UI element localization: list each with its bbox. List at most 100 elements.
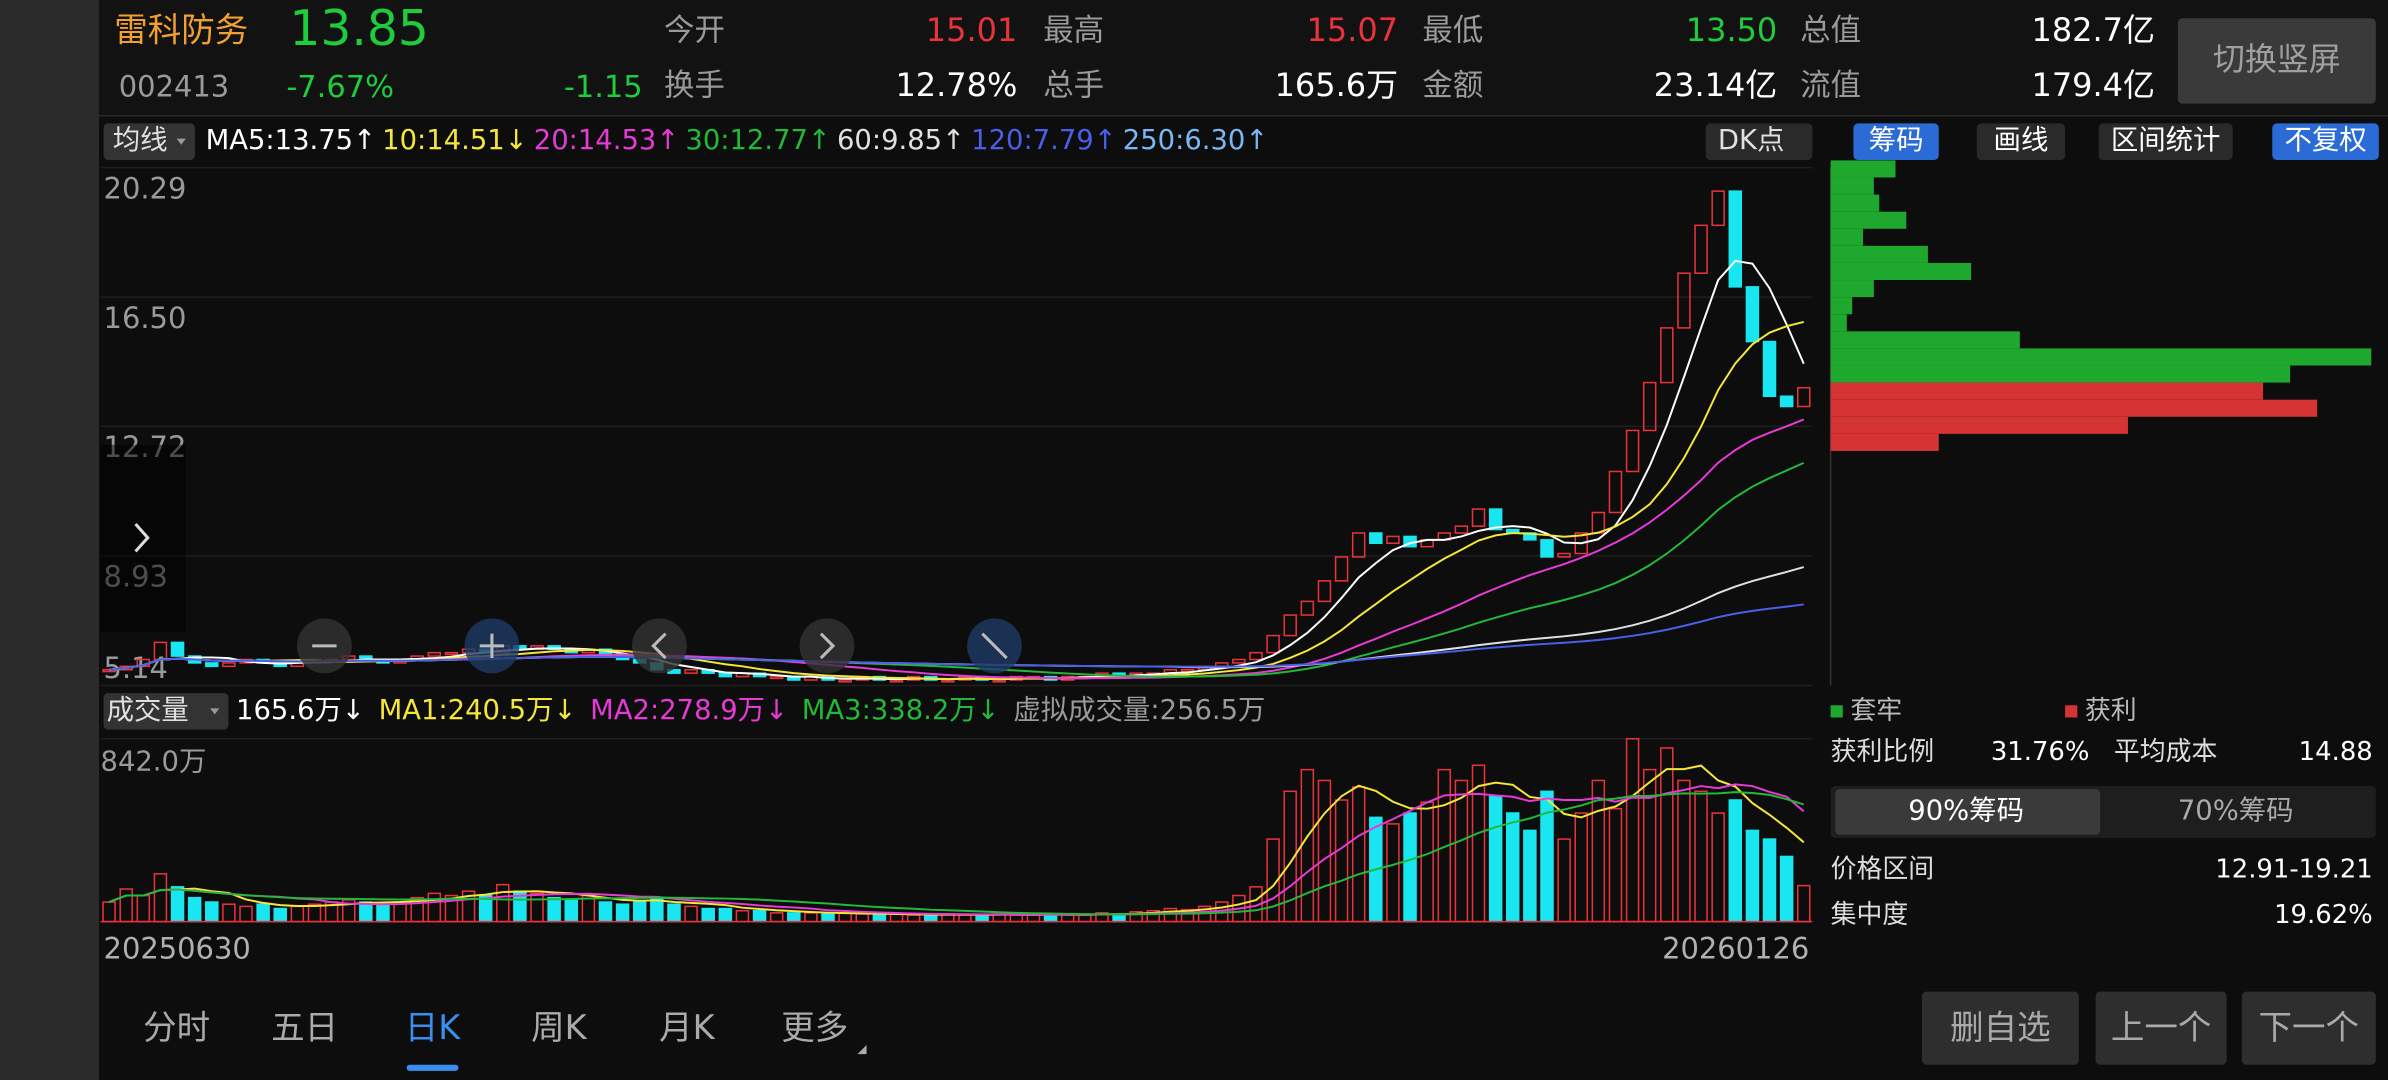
chip-bar xyxy=(1830,297,1853,315)
volume-indicator: 165.6万↓ xyxy=(236,695,365,726)
chip-row-label: 价格区间 xyxy=(1831,854,1935,884)
ma-selector-label[interactable]: 均线 xyxy=(113,125,168,156)
stat-label: 最高 xyxy=(1043,13,1104,48)
volume-bar xyxy=(564,899,579,923)
stat-label: 总手 xyxy=(1043,68,1104,103)
chip-bar xyxy=(1830,314,1847,332)
ma-value: 60:9.85↑ xyxy=(837,125,965,156)
candle xyxy=(1608,470,1623,514)
change: -1.15 xyxy=(564,70,643,105)
chip-bar xyxy=(1830,399,2318,417)
chip-bar xyxy=(1830,177,1874,195)
volume-bar xyxy=(1523,829,1537,923)
candle xyxy=(1351,532,1366,558)
panel-tab-label[interactable]: 画线 xyxy=(1994,125,2049,156)
candle xyxy=(1369,532,1383,545)
candle xyxy=(1334,556,1349,582)
action-button[interactable] xyxy=(2095,991,2227,1065)
chip-bar xyxy=(1830,365,2291,383)
stat-value: 15.07 xyxy=(1307,11,1399,49)
chip-bar xyxy=(1830,160,1896,178)
ma-selector[interactable] xyxy=(103,123,195,160)
panel-tab-label[interactable]: 区间统计 xyxy=(2111,125,2221,156)
candle xyxy=(1677,272,1691,329)
panel-tab[interactable] xyxy=(1853,123,1939,160)
chip-stat-value: 31.76% xyxy=(1991,737,2090,767)
left-arrow-panel[interactable] xyxy=(100,444,186,633)
chip-bar xyxy=(1830,382,2264,400)
volume-bar xyxy=(632,901,647,923)
candle xyxy=(1540,539,1554,558)
stat-value: 182.7亿 xyxy=(2031,11,2154,49)
chip-tab[interactable]: 70%筹码 xyxy=(2178,795,2294,826)
period-tab[interactable]: 月K xyxy=(659,1008,715,1047)
period-tab[interactable]: 分时 xyxy=(143,1008,210,1047)
chip-bar xyxy=(1830,280,1874,298)
candle xyxy=(1283,614,1297,637)
volume-max-label: 842.0万 xyxy=(101,747,207,778)
chip-bar xyxy=(1830,348,2372,366)
volume-bar xyxy=(1488,794,1503,923)
chip-tab[interactable]: 90%筹码 xyxy=(1908,795,2024,826)
action-button[interactable] xyxy=(2241,991,2376,1065)
panel-tab[interactable] xyxy=(2098,123,2233,160)
candle xyxy=(1454,525,1469,534)
candle xyxy=(1488,508,1503,531)
chip-bar xyxy=(1830,228,1864,246)
volume-bar xyxy=(376,903,390,923)
ma-value: MA5:13.75↑ xyxy=(206,125,376,156)
panel-tab[interactable] xyxy=(2272,123,2379,160)
stat-value: 13.50 xyxy=(1686,11,1778,49)
panel-tab-label[interactable]: 筹码 xyxy=(1869,125,1924,156)
dk-button[interactable] xyxy=(1705,123,1813,160)
legend-swatch xyxy=(2065,705,2078,718)
candle xyxy=(102,668,116,673)
volume-indicator: 虚拟成交量:256.5万 xyxy=(1013,695,1265,726)
stat-value: 165.6万 xyxy=(1275,66,1398,104)
volume-bar xyxy=(975,914,989,923)
action-button[interactable] xyxy=(1921,991,2079,1065)
volume-selector-label[interactable]: 成交量 xyxy=(107,695,189,726)
volume-bar xyxy=(1728,799,1743,923)
period-tab[interactable]: 五日 xyxy=(271,1008,338,1047)
dk-label[interactable]: DK点 xyxy=(1718,125,1784,156)
candle xyxy=(1386,535,1400,545)
period-tab[interactable]: 日K xyxy=(405,1008,461,1047)
candle xyxy=(1797,386,1811,408)
volume-bar xyxy=(701,907,715,923)
chart-control[interactable] xyxy=(632,618,687,674)
panel-tab[interactable] xyxy=(1976,123,2066,160)
switch-button-label[interactable]: 切换竖屏 xyxy=(2213,40,2341,78)
left-arrow-icon[interactable] xyxy=(134,522,150,553)
chip-row-value: 19.62% xyxy=(2274,900,2373,930)
candle xyxy=(1557,552,1571,558)
switch-button[interactable] xyxy=(2177,18,2376,104)
candle xyxy=(1711,190,1725,227)
chip-bar xyxy=(1830,433,1939,451)
candle xyxy=(1317,580,1332,603)
panel-tab-label[interactable]: 不复权 xyxy=(2284,125,2366,156)
period-tab[interactable]: 更多 xyxy=(781,1008,848,1047)
candle xyxy=(1728,190,1743,288)
legend-swatch xyxy=(1830,705,1843,718)
ma-line xyxy=(108,603,1804,671)
volume-bar xyxy=(718,907,733,923)
candle xyxy=(1471,508,1486,527)
volume-bar xyxy=(667,903,681,923)
chart-control[interactable] xyxy=(799,618,855,674)
action-button-label[interactable]: 下一个 xyxy=(2259,1008,2359,1047)
period-tab[interactable]: 周K xyxy=(531,1008,587,1047)
action-button-label[interactable]: 删自选 xyxy=(1950,1008,2050,1047)
dropdown-icon xyxy=(176,138,186,145)
chip-stat-label: 获利比例 xyxy=(1831,737,1935,767)
stat-label: 流值 xyxy=(1800,68,1861,103)
stat-label: 今开 xyxy=(664,13,725,48)
candle xyxy=(1266,634,1280,654)
volume-bar xyxy=(872,914,887,923)
volume-selector[interactable] xyxy=(103,693,229,730)
more-icon xyxy=(857,1044,867,1055)
chip-tab-active[interactable] xyxy=(1835,789,2101,835)
action-button-label[interactable]: 上一个 xyxy=(2111,1008,2211,1047)
y-tick-label: 16.50 xyxy=(104,301,187,335)
